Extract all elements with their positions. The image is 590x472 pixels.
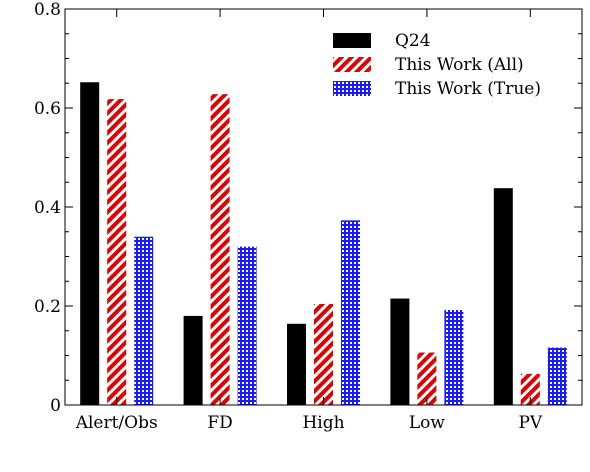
bar-pv-series-2: [520, 373, 540, 405]
y-tick-label: 0.8: [34, 0, 61, 20]
bar-fd-series-1: [183, 315, 203, 405]
bar-pv-series-1: [493, 188, 513, 405]
bar-high-series-3: [341, 220, 360, 405]
bar-high-series-1: [287, 323, 306, 405]
bar-low-series-2: [417, 352, 437, 405]
legend-label-2: This Work (All): [395, 55, 524, 75]
bar-pv-series-3: [547, 347, 567, 405]
bar-low-series-1: [390, 298, 410, 405]
y-tick-label: 0.4: [34, 198, 61, 218]
legend-swatch-2: [333, 57, 371, 72]
x-tick-label-low: Low: [409, 413, 446, 433]
bar-fd-series-3: [237, 246, 257, 405]
bar-fd-series-2: [210, 94, 230, 405]
bar-alert-obs-series-3: [134, 236, 154, 405]
legend-label-1: Q24: [395, 31, 431, 51]
legend-label-3: This Work (True): [395, 79, 541, 99]
bar-high-series-2: [314, 304, 333, 405]
bar-alert-obs-series-2: [107, 99, 127, 405]
x-tick-label-fd: FD: [207, 413, 232, 433]
legend-swatch-1: [333, 33, 371, 48]
legend-swatch-3: [333, 81, 371, 96]
y-tick-label: 0: [50, 396, 61, 416]
x-tick-label-high: High: [302, 413, 344, 433]
y-tick-label: 0.6: [34, 99, 61, 119]
legend: Q24 This Work (All) This Work (True): [333, 31, 541, 99]
bar-alert-obs-series-1: [80, 82, 100, 405]
bars-group: [80, 82, 567, 405]
bar-low-series-3: [444, 309, 464, 405]
ticks-group: 0 0.2 0.4 0.6 0.8 Alert/Obs FD High Low PV: [34, 0, 543, 433]
x-tick-label-alert-obs: Alert/Obs: [75, 413, 158, 433]
y-tick-label: 0.2: [34, 297, 61, 317]
x-tick-label-pv: PV: [518, 413, 542, 433]
axes-group: [64, 8, 583, 406]
